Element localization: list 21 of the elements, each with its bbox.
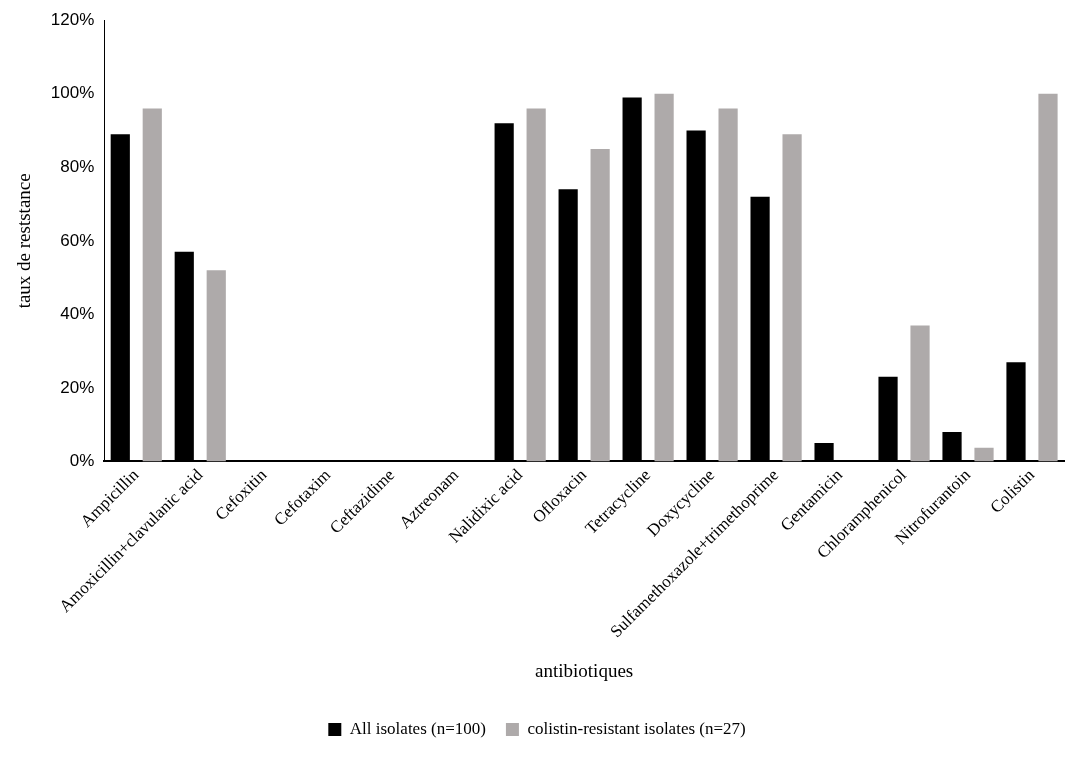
- bar: [142, 108, 162, 462]
- y-tick-label: 80%: [60, 156, 95, 176]
- y-tick-label: 100%: [50, 83, 95, 103]
- bar: [654, 93, 674, 462]
- y-tick-label: 20%: [60, 377, 95, 397]
- legend-label: All isolates (n=100): [349, 718, 486, 738]
- y-axis-title: taux de reststance: [13, 173, 35, 309]
- bar: [590, 148, 610, 462]
- y-tick-label: 40%: [60, 304, 95, 324]
- bar: [1038, 93, 1058, 462]
- bar: [910, 325, 930, 462]
- bar: [974, 447, 994, 462]
- x-axis-title: antibiotiques: [535, 659, 634, 681]
- y-tick-label: 60%: [60, 230, 95, 250]
- y-tick-label: 0%: [69, 451, 95, 471]
- y-tick-label: 120%: [50, 9, 95, 29]
- bar: [206, 270, 226, 462]
- bar: [526, 108, 546, 462]
- bar: [782, 134, 802, 462]
- bar: [718, 108, 738, 462]
- legend-label: colistin-resistant isolates (n=27): [527, 718, 746, 738]
